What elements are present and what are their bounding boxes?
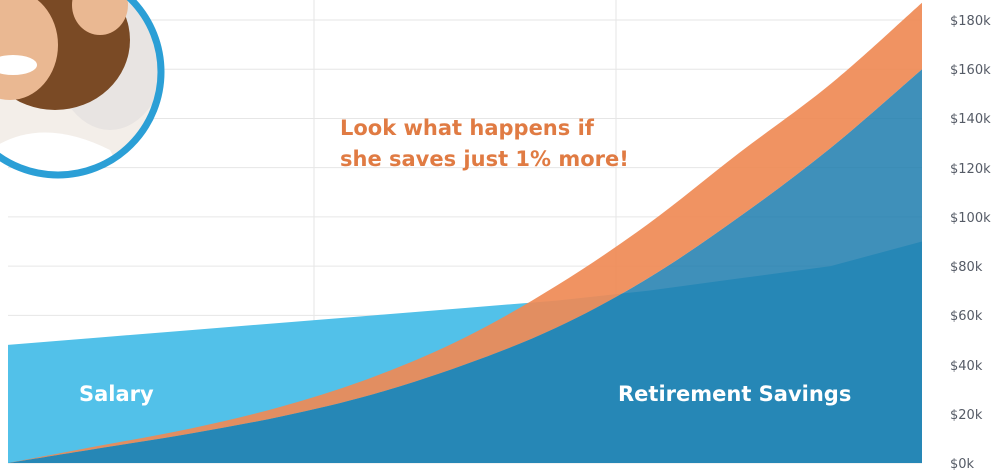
y-tick-label: $80k (950, 260, 983, 276)
series-label-retirement-savings: Retirement Savings (618, 382, 852, 406)
series-label-salary: Salary (79, 382, 154, 406)
y-tick-label: $120k (950, 161, 991, 177)
y-tick-label: $60k (950, 309, 983, 325)
y-tick-label: $40k (950, 358, 983, 374)
annotation-line-1: Look what happens if (340, 116, 594, 140)
y-tick-label: $0k (950, 457, 975, 472)
y-tick-label: $100k (950, 210, 991, 226)
annotation: Look what happens if she saves just 1% m… (340, 113, 760, 175)
y-tick-label: $160k (950, 63, 991, 79)
annotation-line-2: she saves just 1% more! (340, 147, 629, 171)
y-tick-label: $20k (950, 407, 983, 423)
y-tick-label: $180k (950, 14, 991, 29)
areas (8, 2, 922, 464)
woman-photo (0, 0, 165, 179)
area-retirement-savings-base (8, 69, 922, 463)
y-tick-label: $140k (950, 112, 991, 128)
area-retirement-savings (8, 69, 922, 463)
